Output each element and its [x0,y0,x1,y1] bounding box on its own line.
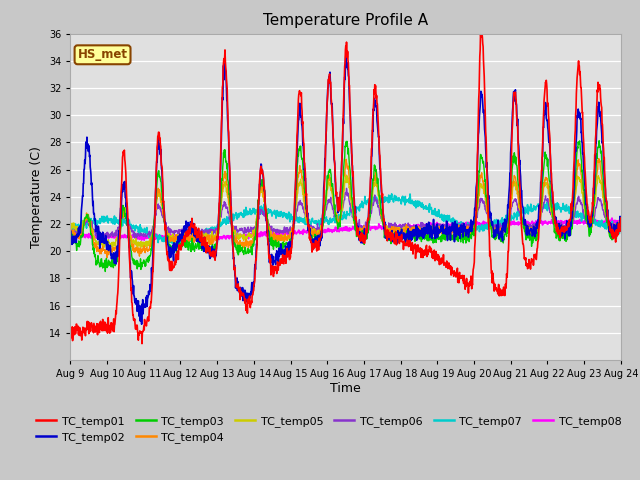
Line: TC_temp03: TC_temp03 [70,141,621,272]
TC_temp04 [322,198,330,204]
TC_temp05 [300,201,308,207]
TC_temp02 [132,299,140,305]
TC_temp08 [608,215,616,221]
TC_temp04 [103,255,111,261]
TC_temp08 [617,220,625,226]
TC_temp06 [312,226,319,232]
TC_temp07 [388,191,396,197]
TC_temp01 [109,328,117,334]
TC_temp03 [380,224,388,229]
TC_temp03 [109,265,117,271]
TC_temp05 [100,245,108,251]
Title: Temperature Profile A: Temperature Profile A [263,13,428,28]
TC_temp04 [595,156,603,161]
TC_temp06 [617,221,625,227]
TC_temp08 [132,234,140,240]
TC_temp06 [94,236,102,242]
TC_temp02 [342,53,349,59]
TC_temp06 [300,210,308,216]
Text: HS_met: HS_met [77,48,127,61]
TC_temp02 [67,228,74,234]
TC_temp08 [312,228,319,233]
TC_temp01 [617,215,625,221]
Legend: TC_temp01, TC_temp02, TC_temp03, TC_temp04, TC_temp05, TC_temp06, TC_temp07, TC_: TC_temp01, TC_temp02, TC_temp03, TC_temp… [32,411,626,447]
Line: TC_temp01: TC_temp01 [70,34,621,344]
TC_temp02 [109,256,117,262]
TC_temp07 [617,228,625,234]
TC_temp02 [138,321,145,327]
TC_temp07 [300,218,308,224]
TC_temp01 [312,238,319,244]
TC_temp01 [380,216,388,222]
TC_temp03 [102,269,109,275]
TC_temp07 [177,241,185,247]
TC_temp02 [322,143,330,148]
TC_temp04 [67,228,74,234]
TC_temp07 [109,221,117,227]
X-axis label: Time: Time [330,382,361,395]
Line: TC_temp08: TC_temp08 [70,218,621,240]
TC_temp07 [322,216,330,221]
TC_temp05 [67,221,74,227]
TC_temp01 [322,144,330,149]
TC_temp07 [312,218,319,224]
TC_temp05 [617,221,625,227]
TC_temp08 [109,234,117,240]
TC_temp02 [300,167,308,173]
TC_temp06 [342,185,350,191]
TC_temp01 [300,160,308,166]
TC_temp02 [617,228,625,234]
Line: TC_temp02: TC_temp02 [70,56,621,324]
Line: TC_temp07: TC_temp07 [70,194,621,244]
Line: TC_temp05: TC_temp05 [70,175,621,248]
TC_temp08 [67,232,74,238]
TC_temp03 [132,258,140,264]
TC_temp08 [300,229,308,235]
TC_temp05 [322,201,330,206]
TC_temp06 [381,220,388,226]
Line: TC_temp04: TC_temp04 [70,158,621,258]
TC_temp07 [67,226,74,231]
TC_temp04 [380,221,388,227]
TC_temp08 [322,228,330,233]
TC_temp06 [132,230,140,236]
TC_temp03 [67,236,74,242]
TC_temp08 [380,226,388,231]
TC_temp03 [300,186,308,192]
TC_temp07 [132,225,140,231]
TC_temp07 [380,199,388,205]
TC_temp08 [140,237,148,243]
TC_temp04 [617,220,625,226]
Line: TC_temp06: TC_temp06 [70,188,621,239]
TC_temp03 [322,202,330,207]
TC_temp05 [109,240,117,245]
TC_temp04 [300,191,308,197]
TC_temp03 [617,222,625,228]
TC_temp04 [132,248,140,253]
TC_temp05 [381,224,388,230]
TC_temp02 [312,234,319,240]
TC_temp05 [342,172,350,178]
TC_temp06 [109,233,117,239]
TC_temp01 [138,341,146,347]
TC_temp02 [381,221,388,227]
Y-axis label: Temperature (C): Temperature (C) [30,146,44,248]
TC_temp01 [132,326,140,332]
TC_temp06 [322,207,330,213]
TC_temp04 [312,228,319,234]
TC_temp06 [67,227,74,233]
TC_temp05 [312,232,319,238]
TC_temp01 [477,31,484,36]
TC_temp04 [109,244,117,250]
TC_temp03 [595,138,603,144]
TC_temp05 [132,236,140,241]
TC_temp03 [312,236,319,242]
TC_temp01 [67,334,74,339]
